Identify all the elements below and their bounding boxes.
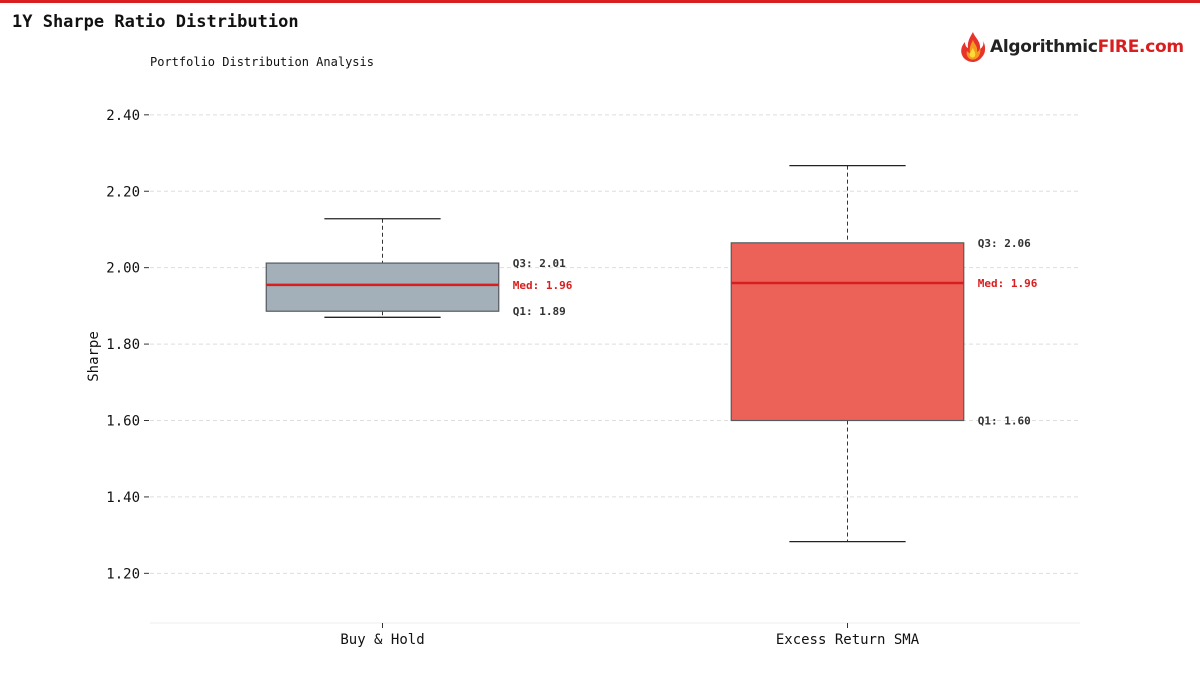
excess-return-sma-median-label: Med: 1.96 [978, 277, 1038, 290]
top-accent-bar [0, 0, 1200, 3]
buy-hold-box [265, 262, 500, 312]
logo-text: AlgorithmicFIRE.com [990, 37, 1184, 57]
excess-return-sma-q1-label: Q1: 1.60 [978, 414, 1031, 427]
y-tick-label-2: 1.60 [106, 413, 140, 429]
excess-return-sma-q3-label: Q3: 2.06 [978, 237, 1031, 250]
y-axis-title: Sharpe [86, 331, 102, 382]
buy-hold-category-label: Buy & Hold [340, 632, 424, 648]
chart-subtitle: Portfolio Distribution Analysis [150, 55, 374, 69]
chart-title: 1Y Sharpe Ratio Distribution [12, 12, 299, 32]
y-tick-label-3: 1.80 [106, 337, 140, 353]
brand-logo[interactable]: AlgorithmicFIRE.com [960, 30, 1184, 64]
flame-icon [961, 32, 986, 62]
logo-text-brand: FIRE.com [1097, 37, 1184, 57]
y-tick-label-1: 1.40 [106, 490, 140, 506]
y-tick-label-4: 2.00 [106, 261, 140, 277]
logo-text-main: Algorithmic [990, 37, 1098, 57]
buy-hold-q3-label: Q3: 2.01 [513, 257, 566, 270]
y-tick-label-6: 2.40 [106, 108, 140, 124]
buy-hold-median-label: Med: 1.96 [513, 279, 573, 292]
excess-return-sma-box [730, 242, 965, 422]
y-tick-label-5: 2.20 [106, 184, 140, 200]
buy-hold-q1-label: Q1: 1.89 [513, 305, 566, 318]
excess-return-sma-category-label: Excess Return SMA [776, 632, 920, 648]
y-tick-label-0: 1.20 [106, 566, 140, 582]
